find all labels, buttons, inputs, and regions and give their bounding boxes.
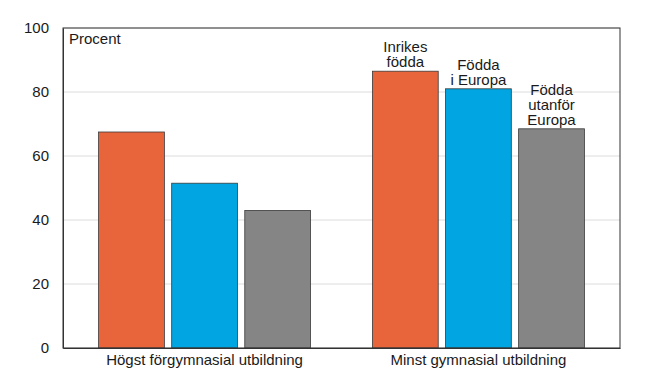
y-tick-label: 0 xyxy=(41,339,49,356)
y-tick: 40 xyxy=(32,211,63,228)
y-tick-label: 60 xyxy=(32,147,49,164)
y-tick: 100 xyxy=(24,19,63,36)
y-tick-label: 40 xyxy=(32,211,49,228)
series-labels: Inrikesfödda Föddai Europa FöddautanförEur… xyxy=(383,38,576,128)
x-axis-line xyxy=(64,348,621,349)
bar xyxy=(519,129,585,348)
y-tick: 80 xyxy=(32,83,63,100)
bars xyxy=(99,71,585,348)
y-axis-line xyxy=(63,29,64,349)
y-tick: 20 xyxy=(32,275,63,292)
bar xyxy=(446,89,512,348)
series-label-line: Europa xyxy=(527,111,576,128)
bar xyxy=(99,132,165,348)
x-tick-label: Högst förgymnasial utbildning xyxy=(106,351,303,368)
y-tick-label: 80 xyxy=(32,83,49,100)
y-tick: 60 xyxy=(32,147,63,164)
y-tick-label: 100 xyxy=(24,19,49,36)
y-axis: 0 20 40 60 80 100 xyxy=(24,19,64,356)
chart: 0 20 40 60 80 100 Högst förgymnasial utbildnin… xyxy=(0,0,650,385)
series-label: FöddautanförEuropa xyxy=(527,81,576,128)
bar xyxy=(372,71,438,348)
grid xyxy=(63,28,620,348)
y-tick: 0 xyxy=(41,339,63,356)
x-tick: Minst gymnasial utbildning xyxy=(390,348,566,368)
x-tick-label: Minst gymnasial utbildning xyxy=(390,351,566,368)
x-tick: Högst förgymnasial utbildning xyxy=(106,348,303,368)
x-axis: Högst förgymnasial utbildning Minst gymna… xyxy=(64,348,621,368)
series-label: Föddai Europa xyxy=(450,56,507,88)
series-label: Inrikesfödda xyxy=(383,38,427,70)
bar xyxy=(172,183,238,348)
y-axis-title: Procent xyxy=(69,30,122,47)
bar xyxy=(245,210,311,348)
plot-frame xyxy=(63,28,620,348)
y-tick-label: 20 xyxy=(32,275,49,292)
series-label-line: i Europa xyxy=(450,71,507,88)
series-label-line: födda xyxy=(387,53,425,70)
